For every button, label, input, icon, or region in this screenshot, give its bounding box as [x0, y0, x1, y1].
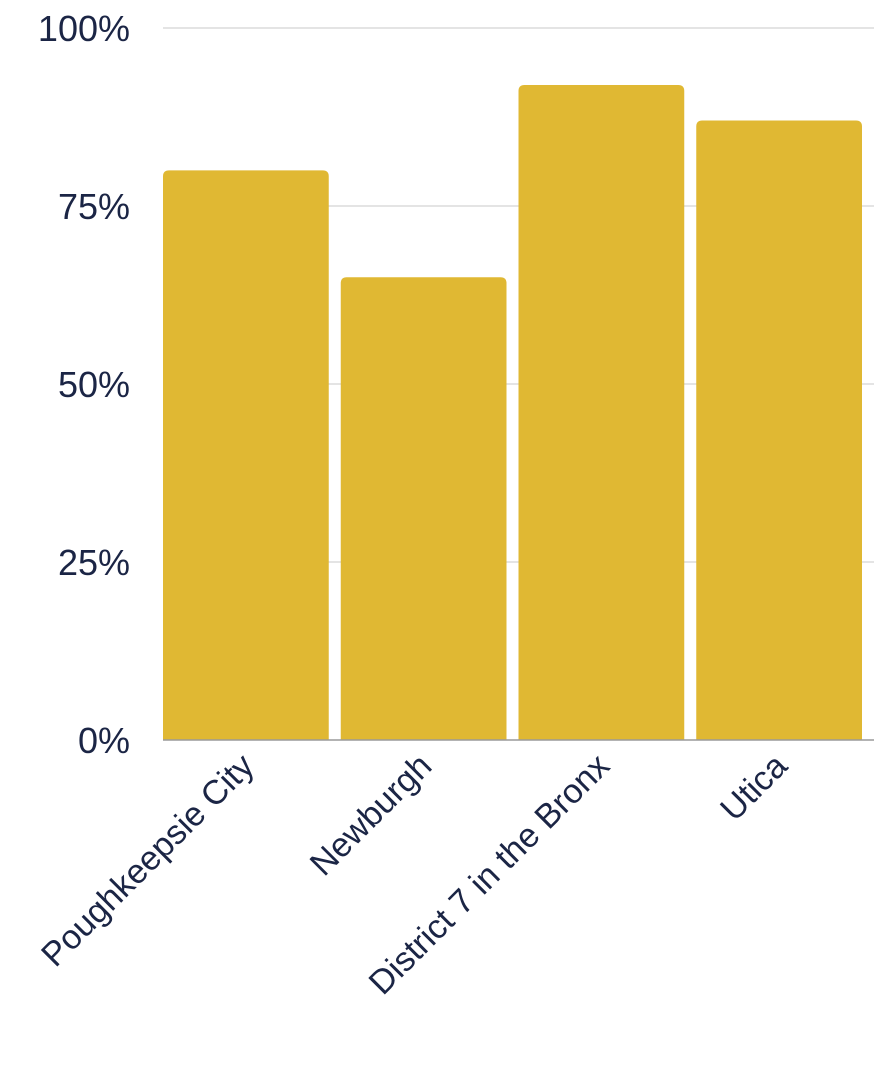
bars — [163, 84, 862, 740]
x-tick-label: Newburgh — [303, 747, 439, 883]
bar-poughkeepsie-city — [163, 170, 329, 740]
y-tick-label: 75% — [58, 186, 130, 227]
y-tick-label: 25% — [58, 542, 130, 583]
y-tick-label: 100% — [38, 8, 130, 49]
x-tick-label: Utica — [713, 747, 795, 829]
y-tick-label: 0% — [78, 720, 130, 761]
bar-district-7-in-the-bronx — [518, 84, 685, 740]
x-tick-label: Poughkeepsie City — [34, 747, 261, 974]
bar-utica — [696, 120, 862, 740]
bar-newburgh — [340, 277, 507, 740]
y-tick-label: 50% — [58, 364, 130, 405]
y-axis-tick-labels: 0% 25% 50% 75% 100% — [38, 8, 130, 761]
